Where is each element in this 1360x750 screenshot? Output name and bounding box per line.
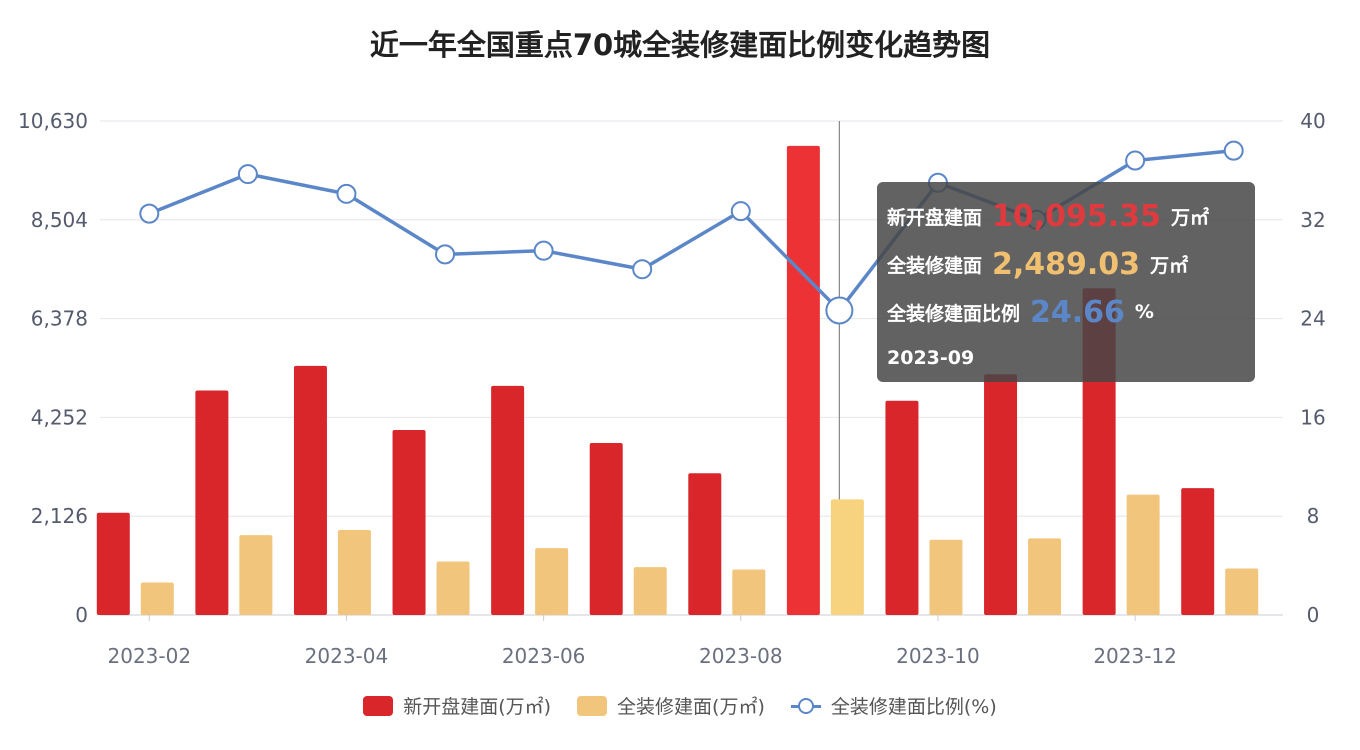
- tooltip-row-new-area: 新开盘建面 10,095.35 万㎡: [887, 192, 1255, 240]
- bar-new-area: [688, 473, 722, 615]
- line-point-ratio: [237, 164, 258, 185]
- bar-new-area: [491, 385, 525, 615]
- legend-line-marker-icon: [790, 696, 821, 716]
- bar-new-area: [885, 400, 919, 615]
- legend-swatch: [363, 695, 394, 716]
- tooltip-unit: %: [1134, 301, 1154, 323]
- chart-legend: 新开盘建面(万㎡) 全装修建面(万㎡) 全装修建面比例(%): [0, 692, 1360, 719]
- line-point-ratio: [533, 240, 554, 261]
- bar-full-decoration-area: [633, 567, 667, 615]
- bar-full-decoration-area: [140, 582, 174, 615]
- y-left-tick-label: 4,252: [31, 405, 88, 429]
- bar-new-area: [1181, 488, 1215, 615]
- y-right-tick-label: 8: [1307, 504, 1320, 528]
- bar-full-decoration-area: [830, 499, 864, 615]
- line-point-ratio: [825, 296, 854, 325]
- bar-full-decoration-area: [239, 535, 273, 615]
- bar-full-decoration-area: [929, 539, 963, 615]
- x-tick-label: 2023-02: [108, 644, 192, 668]
- legend-label: 全装修建面(万㎡): [617, 696, 765, 718]
- x-tick-label: 2023-04: [305, 644, 389, 668]
- legend-label: 新开盘建面(万㎡): [403, 696, 552, 718]
- tooltip-row-full-decoration-area: 全装修建面 2,489.03 万㎡: [887, 240, 1255, 288]
- bar-full-decoration-area: [732, 569, 766, 615]
- bar-full-decoration-area: [1126, 494, 1160, 615]
- y-left-tick-label: 8,504: [31, 208, 88, 232]
- x-tick-label: 2023-08: [699, 644, 783, 668]
- tooltip-value: 24.66: [1030, 294, 1125, 330]
- line-point-ratio: [1125, 150, 1146, 171]
- line-point-ratio: [1223, 140, 1244, 161]
- bar-full-decoration-area: [337, 529, 371, 615]
- line-point-ratio: [632, 259, 653, 280]
- y-left-tick-label: 10,630: [18, 109, 88, 133]
- y-right-tick-label: 16: [1300, 405, 1325, 429]
- bar-new-area: [392, 430, 426, 615]
- y-left-tick-label: 0: [75, 603, 88, 627]
- bar-full-decoration-area: [436, 561, 470, 615]
- tooltip-unit: 万㎡: [1150, 254, 1189, 277]
- y-left-tick-label: 6,378: [31, 307, 88, 331]
- chart-tooltip: 新开盘建面 10,095.35 万㎡ 全装修建面 2,489.03 万㎡ 全装修…: [877, 182, 1255, 382]
- bar-full-decoration-area: [535, 548, 569, 615]
- bar-full-decoration-area: [1225, 568, 1259, 615]
- legend-item-ratio[interactable]: 全装修建面比例(%): [790, 692, 997, 719]
- tooltip-label: 全装修建面: [887, 254, 983, 277]
- x-tick-label: 2023-10: [896, 644, 980, 668]
- tooltip-label: 新开盘建面: [887, 206, 983, 229]
- tooltip-label: 全装修建面比例: [887, 302, 1021, 325]
- tooltip-value: 2,489.03: [992, 246, 1141, 282]
- y-left-tick-label: 2,126: [31, 504, 88, 528]
- legend-item-full-decoration-area[interactable]: 全装修建面(万㎡): [577, 692, 765, 719]
- y-right-tick-label: 32: [1300, 208, 1325, 232]
- bar-new-area: [96, 512, 130, 615]
- y-right-tick-label: 0: [1307, 603, 1320, 627]
- x-tick-label: 2023-12: [1093, 644, 1177, 668]
- y-right-tick-label: 24: [1300, 307, 1325, 331]
- bar-new-area: [293, 365, 327, 615]
- tooltip-value: 10,095.35: [992, 198, 1161, 234]
- bar-full-decoration-area: [1028, 538, 1062, 615]
- bar-new-area: [786, 145, 820, 616]
- x-tick-label: 2023-06: [502, 644, 586, 668]
- line-point-ratio: [730, 201, 751, 222]
- y-right-tick-label: 40: [1300, 109, 1325, 133]
- legend-label: 全装修建面比例(%): [830, 696, 997, 718]
- line-point-ratio: [336, 183, 357, 204]
- line-point-ratio: [435, 244, 456, 265]
- legend-swatch: [577, 695, 608, 716]
- bar-new-area: [195, 390, 229, 615]
- bar-new-area: [589, 443, 623, 615]
- legend-item-new-area[interactable]: 新开盘建面(万㎡): [363, 692, 551, 719]
- tooltip-row-ratio: 全装修建面比例 24.66 %: [887, 288, 1255, 336]
- bar-new-area: [984, 374, 1018, 615]
- chart-title: 近一年全国重点70城全装修建面比例变化趋势图: [369, 28, 991, 62]
- tooltip-date: 2023-09: [887, 347, 975, 369]
- line-point-ratio: [139, 203, 160, 224]
- tooltip-unit: 万㎡: [1170, 206, 1209, 229]
